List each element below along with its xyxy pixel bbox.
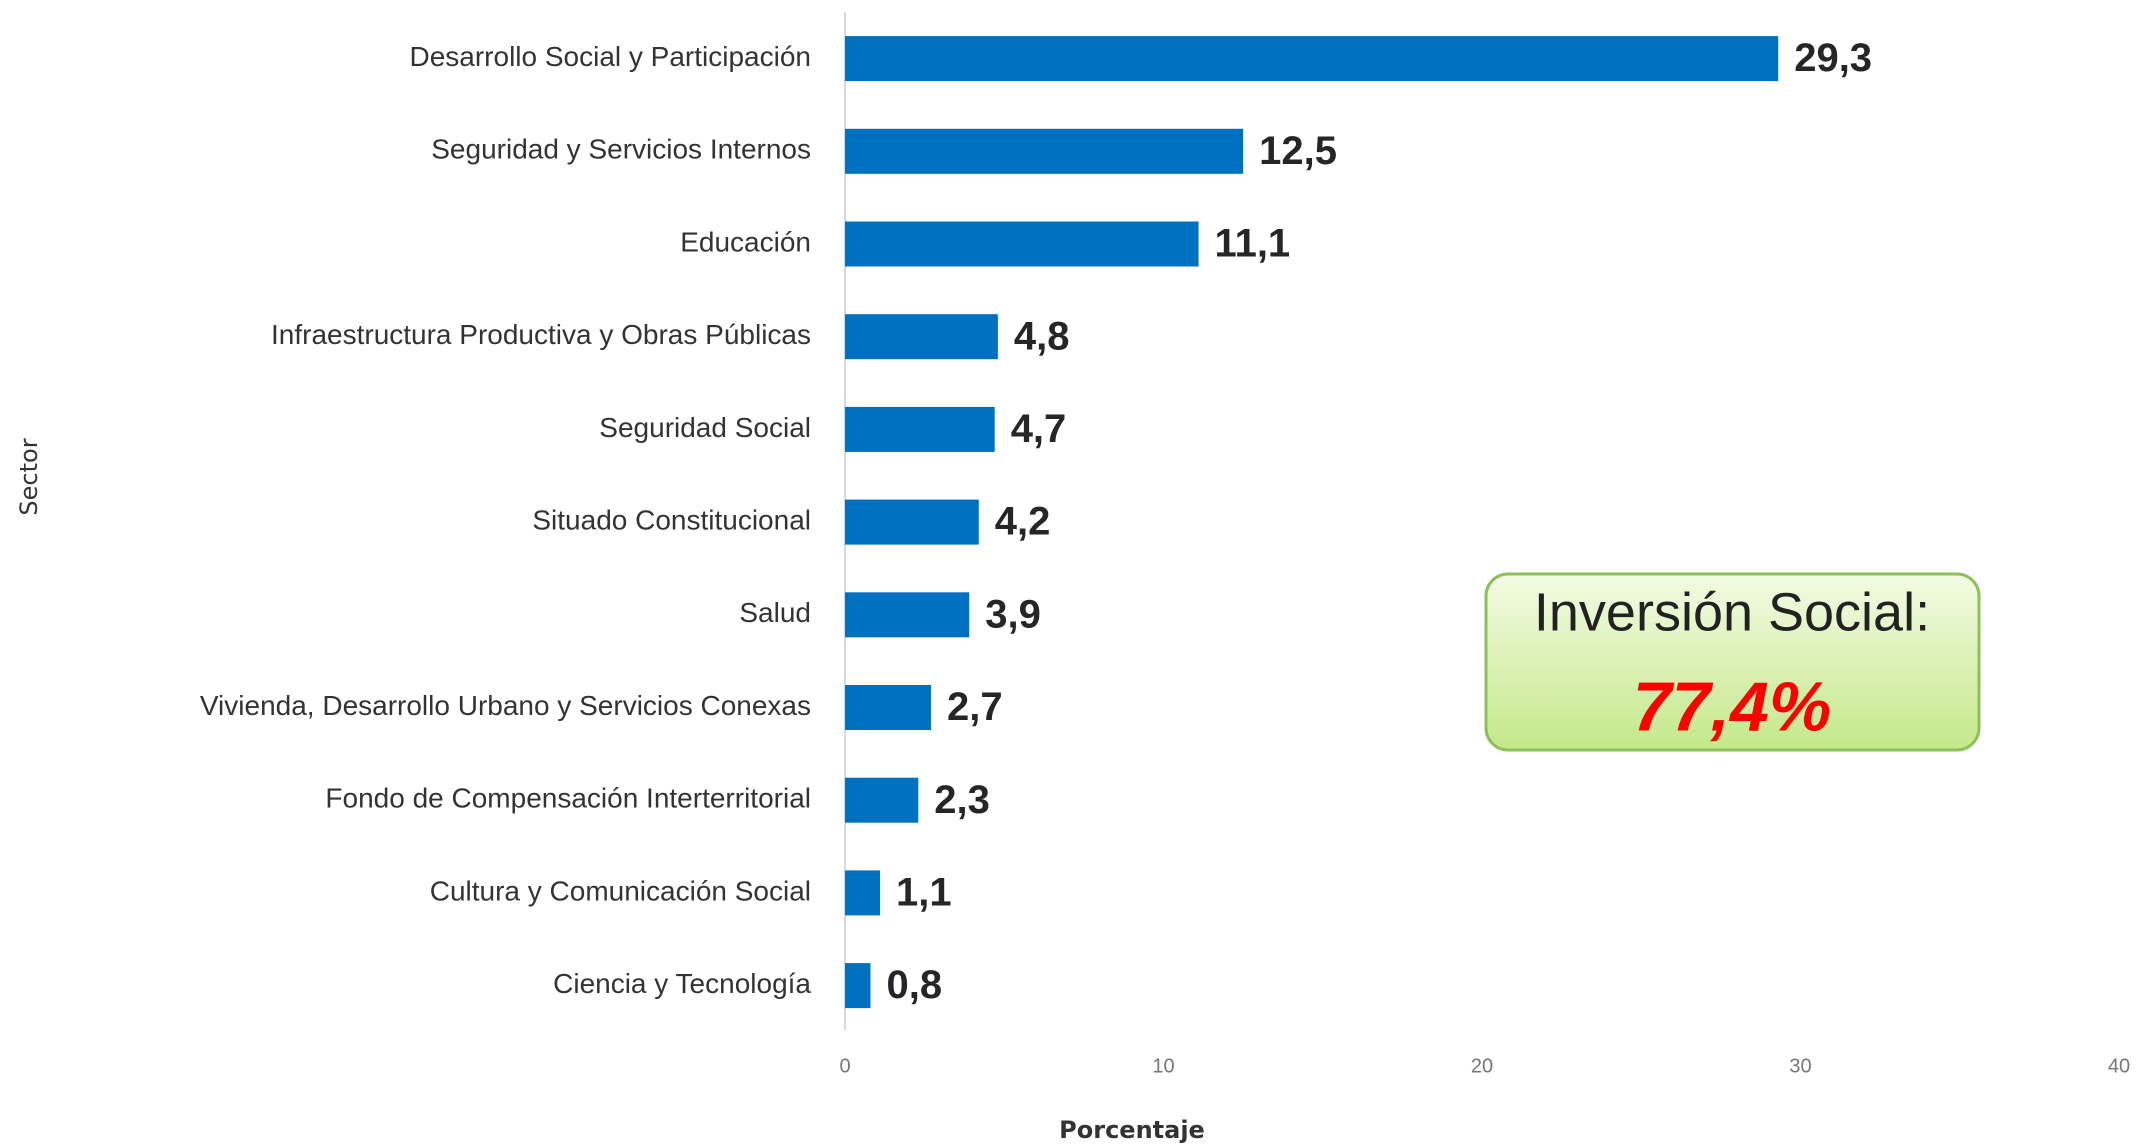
y-tick-label: Seguridad y Servicios Internos xyxy=(431,134,811,165)
data-label: 3,9 xyxy=(985,592,1041,636)
y-tick-label: Vivienda, Desarrollo Urbano y Servicios … xyxy=(200,690,811,721)
y-tick-label: Educación xyxy=(680,226,811,257)
y-tick-label: Infraestructura Productiva y Obras Públi… xyxy=(271,319,811,350)
data-label: 4,7 xyxy=(1011,407,1067,451)
y-tick-label: Salud xyxy=(739,597,811,628)
data-label: 4,8 xyxy=(1014,314,1070,358)
x-tick-label: 10 xyxy=(1152,1055,1174,1077)
data-label: 0,8 xyxy=(886,963,942,1007)
bar xyxy=(845,592,970,638)
annotation-value: 77,4% xyxy=(1633,667,1831,745)
data-label: 4,2 xyxy=(995,500,1051,544)
bar xyxy=(845,128,1244,174)
x-tick-label: 40 xyxy=(2108,1055,2130,1077)
bar xyxy=(845,777,919,823)
bar xyxy=(845,36,1779,82)
bar xyxy=(845,963,871,1009)
data-label: 2,3 xyxy=(934,778,990,822)
bar xyxy=(845,499,979,545)
x-tick-label: 20 xyxy=(1471,1055,1493,1077)
bar xyxy=(845,314,998,360)
y-tick-label: Seguridad Social xyxy=(599,412,811,443)
annotation-title: Inversión Social: xyxy=(1534,582,1930,642)
x-axis-label: Porcentaje xyxy=(1059,1116,1205,1144)
y-axis-label: Sector xyxy=(15,438,43,515)
data-label: 12,5 xyxy=(1259,129,1337,173)
data-label: 1,1 xyxy=(896,870,952,914)
y-tick-label: Ciencia y Tecnología xyxy=(553,968,811,999)
data-label: 11,1 xyxy=(1215,222,1291,266)
bar xyxy=(845,870,881,916)
bar xyxy=(845,685,931,730)
annotation-box xyxy=(1484,572,1981,752)
y-tick-label: Cultura y Comunicación Social xyxy=(430,875,811,906)
bar xyxy=(845,406,995,452)
data-label: 2,7 xyxy=(947,685,1003,729)
x-tick-label: 30 xyxy=(1789,1055,1811,1077)
data-label: 29,3 xyxy=(1794,36,1872,80)
y-tick-label: Situado Constitucional xyxy=(532,504,811,535)
y-tick-label: Desarrollo Social y Participación xyxy=(409,41,811,72)
y-tick-label: Fondo de Compensación Interterritorial xyxy=(325,783,811,814)
bar xyxy=(845,221,1199,267)
x-tick-label: 0 xyxy=(839,1055,850,1077)
